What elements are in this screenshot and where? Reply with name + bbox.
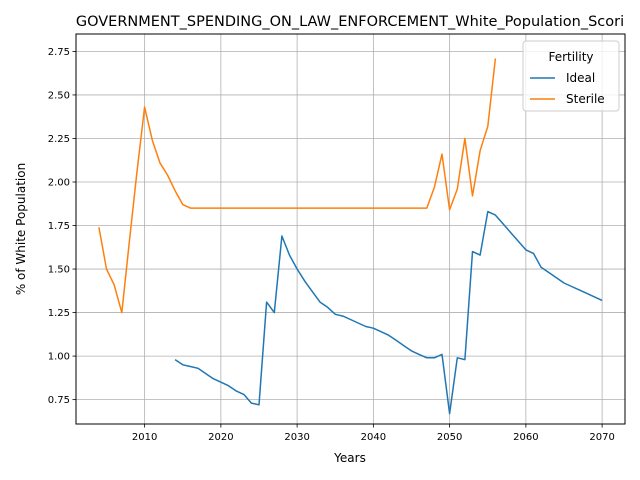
y-tick-label: 2.50	[48, 90, 70, 101]
x-tick-label: 2060	[513, 432, 538, 443]
y-tick-label: 1.50	[48, 265, 70, 276]
x-tick-label: 2050	[437, 432, 462, 443]
legend-title: Fertility	[548, 50, 593, 64]
y-tick-label: 2.75	[48, 47, 70, 58]
series-line-ideal	[174, 210, 603, 415]
legend-label-sterile: Sterile	[566, 92, 605, 106]
y-axis-label: % of White Population	[14, 163, 28, 295]
x-tick-label: 2040	[361, 432, 386, 443]
x-axis-ticks: 2010 2020 2030 2040 2050 2060 2070	[132, 424, 615, 443]
legend-box	[522, 40, 620, 112]
y-tick-label: 2.25	[48, 134, 70, 145]
y-tick-label: 0.75	[48, 395, 70, 406]
legend-label-ideal: Ideal	[566, 71, 595, 85]
x-tick-label: 2010	[132, 432, 157, 443]
x-tick-label: 2030	[284, 432, 309, 443]
x-tick-label: 2020	[208, 432, 233, 443]
chart-title: GOVERNMENT_SPENDING_ON_LAW_ENFORCEMENT_W…	[76, 14, 624, 30]
y-axis-ticks: 0.75 1.00 1.25 1.50 1.75 2.00 2.25 2.50 2.75	[48, 47, 76, 406]
y-tick-label: 1.00	[48, 352, 70, 363]
y-tick-label: 2.00	[48, 177, 70, 188]
y-tick-label: 1.25	[48, 308, 70, 319]
series-line-sterile	[98, 58, 497, 314]
plot-frame	[75, 33, 626, 425]
series-lines	[98, 58, 603, 415]
y-tick-label: 1.75	[48, 221, 70, 232]
x-tick-label: 2070	[589, 432, 614, 443]
x-axis-label: Years	[333, 451, 366, 465]
legend-entries: Ideal Sterile	[530, 71, 605, 106]
legend: Fertility Ideal Sterile	[522, 40, 620, 112]
